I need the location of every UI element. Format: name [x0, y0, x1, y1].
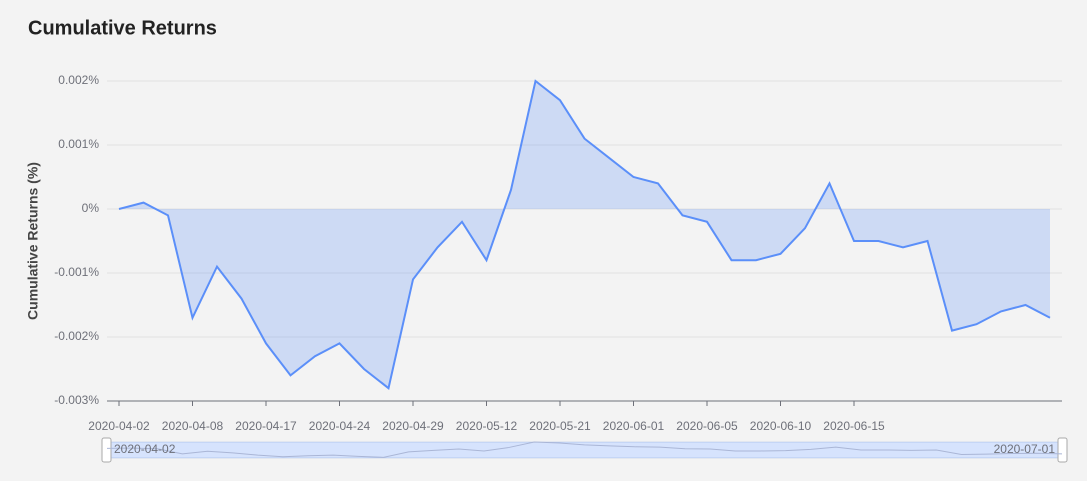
line [118, 79, 1051, 390]
zoom-handle[interactable] [101, 437, 112, 463]
y-tick-label: -0.002% [54, 329, 99, 343]
x-tick-label: 2020-05-21 [529, 419, 591, 433]
y-tick-label: 0.001% [58, 137, 99, 151]
y-tick-label: -0.003% [54, 393, 99, 407]
y-axis-label: Cumulative Returns (%) [25, 162, 41, 320]
y-tick-label: 0.002% [58, 73, 99, 87]
x-tick-label: 2020-06-05 [676, 419, 738, 433]
zoom-end-label: 2020-07-01 [994, 442, 1056, 456]
zoom-start-label: 2020-04-02 [114, 442, 176, 456]
x-tick-label: 2020-04-24 [309, 419, 371, 433]
x-tick-label: 2020-04-29 [382, 419, 444, 433]
area [119, 81, 1050, 389]
x-tick-label: 2020-04-08 [162, 419, 224, 433]
zoom-preview-line [106, 441, 1063, 458]
zoom-selection[interactable] [107, 442, 1062, 458]
zoom-handle[interactable] [1057, 437, 1068, 463]
y-tick-label: -0.001% [54, 265, 99, 279]
chart-title: Cumulative Returns [28, 17, 217, 39]
x-tick-label: 2020-04-02 [88, 419, 150, 433]
x-tick-label: 2020-06-10 [750, 419, 812, 433]
y-tick-label: 0% [82, 201, 100, 215]
x-tick-label: 2020-06-01 [603, 419, 665, 433]
x-tick-label: 2020-05-12 [456, 419, 518, 433]
x-tick-label: 2020-06-15 [823, 419, 885, 433]
x-tick-label: 2020-04-17 [235, 419, 297, 433]
